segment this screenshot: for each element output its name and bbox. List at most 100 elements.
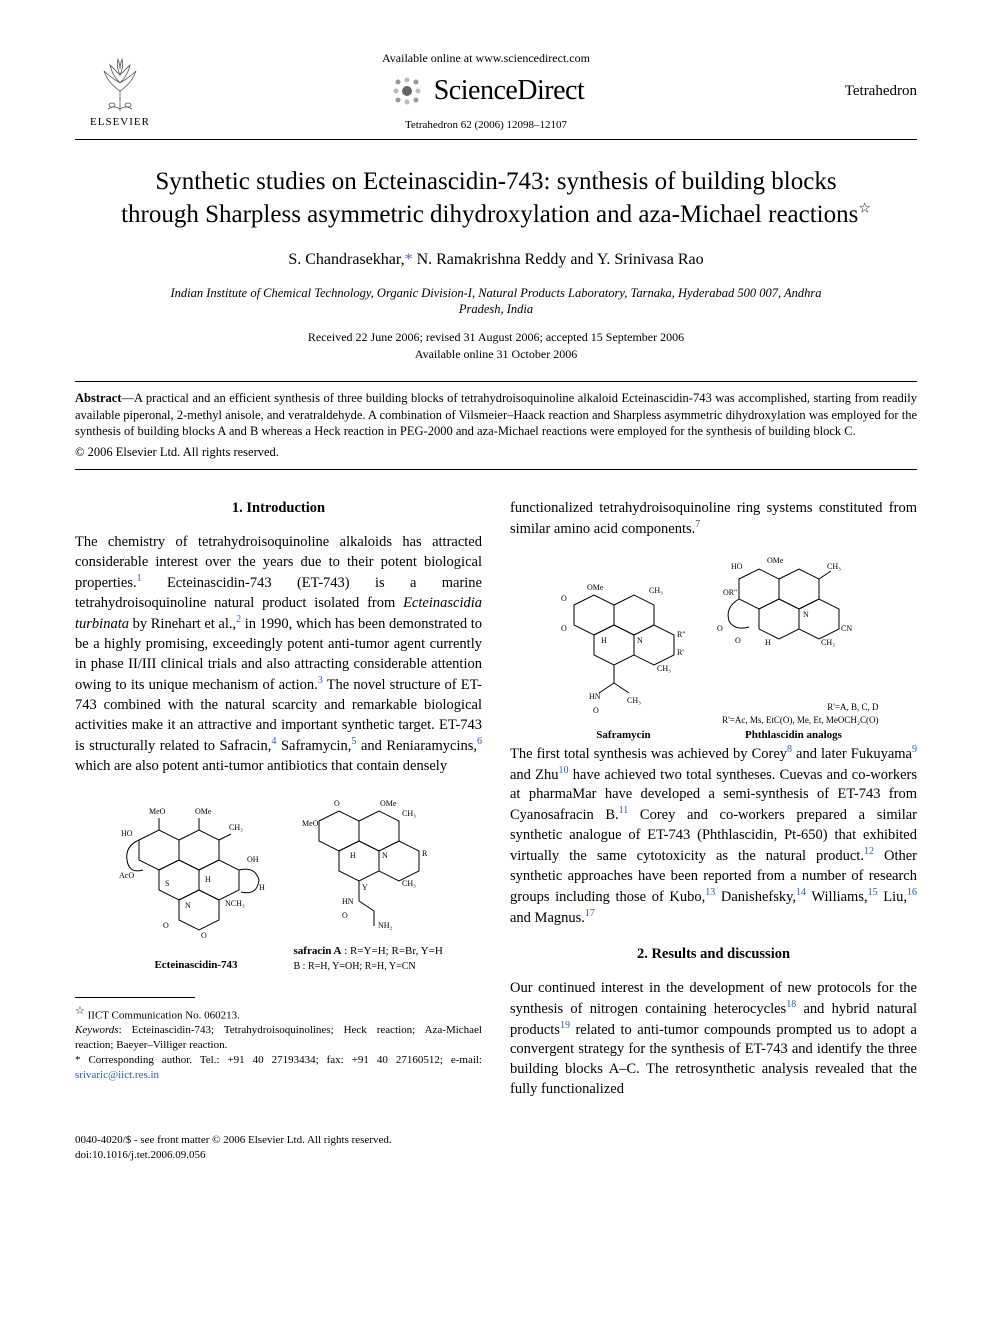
figure-1: HO MeO OMe CH₃ AcO S H N O O OH NCH₃ H <box>75 786 482 973</box>
footnote-keywords: Keywords: Ecteinascidin-743; Tetrahydroi… <box>75 1023 482 1053</box>
svg-text:H: H <box>205 875 211 884</box>
svg-text:CH₃: CH₃ <box>627 696 641 705</box>
svg-text:CH₃: CH₃ <box>229 823 243 832</box>
svg-text:S: S <box>165 879 169 888</box>
column-left: 1. Introduction The chemistry of tetrahy… <box>75 498 482 1109</box>
svg-text:R': R' <box>677 648 684 657</box>
column-right: functionalized tetrahydroisoquinoline ri… <box>510 498 917 1109</box>
ref-9[interactable]: 9 <box>912 744 917 755</box>
header-center: Available online at www.sciencedirect.co… <box>165 50 807 133</box>
sciencedirect-icon <box>388 72 426 110</box>
affiliation: Indian Institute of Chemical Technology,… <box>155 285 837 318</box>
svg-text:OMe: OMe <box>767 556 784 565</box>
svg-text:O: O <box>163 921 169 930</box>
svg-text:N: N <box>185 901 191 910</box>
svg-text:CH₃: CH₃ <box>827 562 841 571</box>
elsevier-tree-icon <box>90 53 150 113</box>
ref-10[interactable]: 10 <box>559 765 569 776</box>
page: ELSEVIER Available online at www.science… <box>0 0 992 1202</box>
svg-text:N: N <box>637 636 643 645</box>
svg-text:CH₃: CH₃ <box>821 638 835 647</box>
svg-text:H: H <box>350 851 356 860</box>
header-rule <box>75 139 917 140</box>
intro-paragraph-2: The first total synthesis was achieved b… <box>510 743 917 928</box>
copyright: © 2006 Elsevier Ltd. All rights reserved… <box>75 444 917 461</box>
svg-text:CN: CN <box>841 624 852 633</box>
sciencedirect-row: ScienceDirect <box>165 72 807 110</box>
svg-text:H: H <box>259 883 265 892</box>
figure-1-structure-1: HO MeO OMe CH₃ AcO S H N O O OH NCH₃ H <box>109 800 284 973</box>
figure-2-label-1: Saframycin <box>549 728 699 743</box>
saframycin-structure-icon: OMe O CH₃ O H N R'' CH₃ HN O CH₃ R' <box>549 575 699 720</box>
figure-2-sublabel-1: R'=A, B, C, D <box>709 702 879 713</box>
results-paragraph-1: Our continued interest in the developmen… <box>510 978 917 1100</box>
ref-7[interactable]: 7 <box>695 519 700 530</box>
svg-text:O: O <box>561 624 567 633</box>
svg-text:MeO: MeO <box>149 807 166 816</box>
figure-2-structure-1: OMe O CH₃ O H N R'' CH₃ HN O CH₃ R' Safr… <box>549 575 699 743</box>
available-online-text: Available online at www.sciencedirect.co… <box>165 50 807 66</box>
svg-text:O: O <box>342 911 348 920</box>
ref-11[interactable]: 11 <box>619 805 629 816</box>
ref-14[interactable]: 14 <box>796 887 806 898</box>
svg-text:O: O <box>717 624 723 633</box>
corresponding-marker: * <box>405 251 413 268</box>
ref-12[interactable]: 12 <box>864 846 874 857</box>
sciencedirect-wordmark: ScienceDirect <box>434 72 585 110</box>
abstract-body: —A practical and an efficient synthesis … <box>75 391 917 439</box>
svg-text:AcO: AcO <box>119 871 134 880</box>
svg-text:HO: HO <box>731 562 743 571</box>
abstract-rule-top <box>75 381 917 382</box>
svg-text:OMe: OMe <box>587 583 604 592</box>
svg-text:N: N <box>803 610 809 619</box>
svg-text:HN: HN <box>342 897 354 906</box>
abstract-label: Abstract <box>75 391 122 405</box>
bottom-bar: 0040-4020/$ - see front matter © 2006 El… <box>75 1133 917 1162</box>
svg-text:H: H <box>765 638 771 647</box>
article-dates: Received 22 June 2006; revised 31 August… <box>75 329 917 363</box>
phthlascidin-structure-icon: HO OMe CH₃ OR'' N CH₃ H O O CN <box>709 549 879 694</box>
ref-15[interactable]: 15 <box>868 887 878 898</box>
ref-16[interactable]: 16 <box>907 887 917 898</box>
ref-17[interactable]: 17 <box>585 908 595 919</box>
doi-line: doi:10.1016/j.tet.2006.09.056 <box>75 1149 205 1161</box>
intro-paragraph-1: The chemistry of tetrahydroisoquinoline … <box>75 532 482 775</box>
publisher-label: ELSEVIER <box>90 115 150 130</box>
dates-online: Available online 31 October 2006 <box>415 347 577 361</box>
article-title: Synthetic studies on Ecteinascidin-743: … <box>115 166 877 231</box>
footnote-star: ☆ IICT Communication No. 060213. <box>75 1004 482 1024</box>
svg-text:OH: OH <box>247 855 259 864</box>
ref-13[interactable]: 13 <box>705 887 715 898</box>
ecteinascidin-structure-icon: HO MeO OMe CH₃ AcO S H N O O OH NCH₃ H <box>109 800 284 950</box>
ref-6[interactable]: 6 <box>477 736 482 747</box>
corresponding-email[interactable]: srivaric@iict.res.in <box>75 1069 159 1081</box>
svg-text:CH₃: CH₃ <box>402 809 416 818</box>
svg-text:O: O <box>735 636 741 645</box>
footnote-rule <box>75 997 195 998</box>
svg-text:O: O <box>593 706 599 715</box>
svg-text:CH₃: CH₃ <box>649 586 663 595</box>
safracin-structure-icon: MeO O OMe CH₃ H N R CH₃ HN O NH₂ Y <box>294 786 449 936</box>
svg-text:R: R <box>422 849 428 858</box>
dates-received: Received 22 June 2006; revised 31 August… <box>308 330 684 344</box>
ref-18[interactable]: 18 <box>786 999 796 1010</box>
authors: S. Chandrasekhar,* N. Ramakrishna Reddy … <box>75 249 917 271</box>
section-1-heading: 1. Introduction <box>75 498 482 518</box>
intro-continuation: functionalized tetrahydroisoquinoline ri… <box>510 498 917 539</box>
svg-text:HO: HO <box>121 829 133 838</box>
svg-text:NH₂: NH₂ <box>378 921 393 930</box>
svg-text:O: O <box>561 594 567 603</box>
svg-text:N: N <box>382 851 388 860</box>
ref-19[interactable]: 19 <box>560 1020 570 1031</box>
abstract: Abstract—A practical and an efficient sy… <box>75 390 917 441</box>
figure-1-label-2: safracin A : R=Y=H; R=Br, Y=H <box>294 944 449 959</box>
figure-2-label-2: Phthlascidin analogs <box>709 728 879 743</box>
svg-text:Y: Y <box>362 883 368 892</box>
figure-1-label-1: Ecteinascidin-743 <box>109 958 284 973</box>
footnote-corresponding: * Corresponding author. Tel.: +91 40 271… <box>75 1053 482 1083</box>
title-text: Synthetic studies on Ecteinascidin-743: … <box>121 168 858 228</box>
figure-2: OMe O CH₃ O H N R'' CH₃ HN O CH₃ R' Safr… <box>510 549 917 743</box>
abstract-rule-bottom <box>75 469 917 470</box>
citation-line: Tetrahedron 62 (2006) 12098–12107 <box>165 118 807 133</box>
figure-2-sublabel-2: R'=Ac, Ms, EtC(O), Me, Et, MeOCH₂C(O) <box>709 715 879 726</box>
